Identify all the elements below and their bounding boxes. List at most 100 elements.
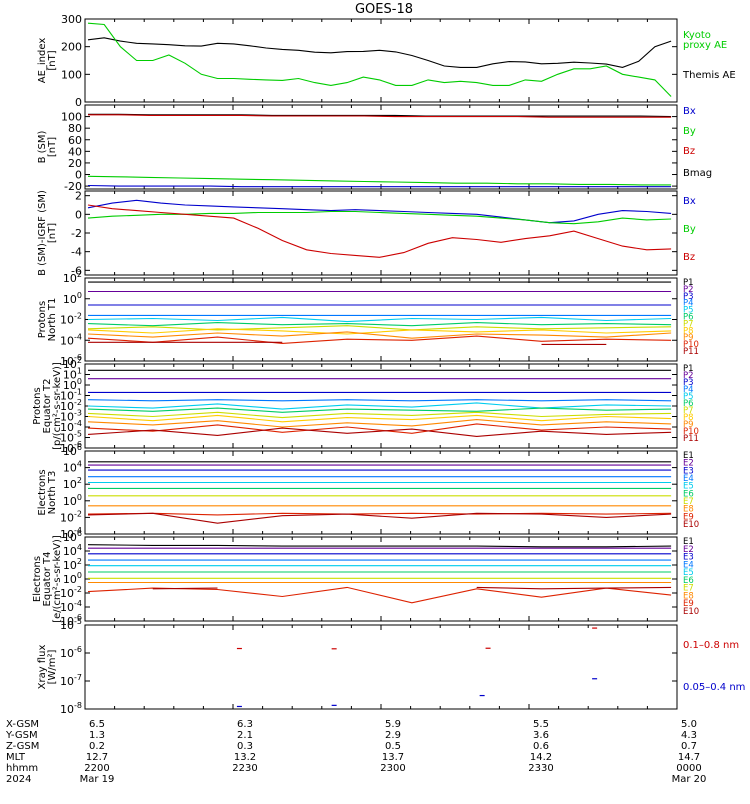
series-line-10: [87, 512, 672, 524]
tick-base: 10: [60, 703, 74, 716]
tick-exponent: -6: [74, 440, 82, 449]
y-tick-label: 0: [75, 96, 82, 109]
legend-entry: E10: [683, 520, 699, 530]
legend-entry: P2: [683, 371, 694, 381]
tick-base: 10: [60, 421, 74, 434]
series-line-1: [88, 113, 672, 118]
tick-base: 10: [63, 545, 77, 558]
tick-exponent: 6: [77, 443, 82, 452]
legend-entry: E2: [683, 545, 694, 555]
tick-exponent: -1: [74, 388, 82, 397]
legend-entry: E3: [683, 466, 694, 476]
series-line-10: [87, 335, 672, 344]
series-line-2: [87, 22, 672, 97]
legend-entry: P1: [683, 364, 694, 374]
legend-entry: P10: [683, 340, 699, 350]
legend-entry: P9: [683, 333, 694, 343]
y-axis-label: B (SM): [37, 130, 48, 163]
tick-base: 10: [63, 272, 77, 285]
y-tick-label: 101: [63, 367, 82, 382]
legend-entry: E9: [683, 512, 694, 522]
legend-entry: P5: [683, 392, 694, 402]
x-axis-row-label: Z-GSM: [6, 741, 39, 752]
y-axis-label: Electrons: [37, 469, 48, 515]
legend-entry: By: [683, 224, 696, 235]
x-axis-value: 2230: [232, 763, 257, 774]
legend-entry: E8: [683, 505, 694, 515]
legend-entry: E4: [683, 474, 694, 484]
x-axis-value: 2300: [380, 763, 405, 774]
y-tick-label: 100: [63, 291, 82, 306]
y-tick-label: 100: [61, 111, 82, 124]
y-tick-label: 10-2: [60, 585, 82, 600]
series-line-2: [88, 114, 672, 118]
legend-entry: P8: [683, 326, 694, 336]
tick-exponent: -7: [74, 673, 82, 682]
x-axis-value: 0.5: [385, 741, 401, 752]
x-axis-value: 13.2: [234, 752, 256, 763]
x-axis-value: 0.6: [533, 741, 549, 752]
legend-entry: E5: [683, 482, 694, 492]
tick-exponent: -2: [74, 585, 82, 594]
tick-base: 10: [60, 601, 74, 614]
legend-entry: P4: [683, 299, 694, 309]
y-axis-label: B (SM)-IGRF (SM): [37, 190, 48, 276]
tick-exponent: -4: [74, 526, 82, 535]
y-tick-label: -4: [71, 246, 82, 259]
tick-exponent: -4: [74, 419, 82, 428]
y-axis-label: [nT]: [47, 50, 58, 70]
legend-entry: P11: [683, 347, 699, 357]
y-tick-label: 300: [61, 13, 82, 26]
y-axis-label: Electrons: [32, 556, 43, 602]
tick-exponent: -5: [74, 430, 82, 439]
y-axis-label: Protons: [32, 387, 43, 424]
series-line-9: [87, 512, 672, 516]
legend-entry: E7: [683, 497, 694, 507]
legend-entry: P11: [683, 434, 699, 444]
y-tick-label: 100: [63, 571, 82, 586]
y-tick-label: 100: [63, 377, 82, 392]
series-line-3: [87, 204, 672, 258]
panel-frame: [84, 450, 678, 535]
legend-entry: E10: [683, 607, 699, 617]
x-axis-value: 5.9: [385, 719, 401, 730]
tick-base: 10: [60, 314, 74, 327]
y-axis-label: North T3: [47, 471, 58, 515]
series-line-11: [87, 427, 672, 437]
series-line-9: [87, 586, 672, 604]
y-axis-label: North T1: [47, 298, 58, 342]
y-tick-label: 102: [63, 476, 82, 491]
tick-exponent: -2: [74, 509, 82, 518]
tick-exponent: 4: [77, 460, 82, 469]
tick-exponent: 2: [77, 476, 82, 485]
x-axis-value: 0.3: [237, 741, 253, 752]
panel-frame: [84, 624, 678, 710]
tick-base: 10: [63, 495, 77, 508]
y-tick-label: 10-2: [60, 509, 82, 524]
legend-entry: P3: [683, 292, 694, 302]
x-axis-row-label: hhmm: [6, 763, 38, 774]
y-tick-label: 10-6: [60, 645, 82, 660]
x-axis-value: 3.6: [533, 730, 549, 741]
series-line-8: [87, 414, 672, 423]
series-line-10: [87, 423, 672, 434]
legend-entry: E8: [683, 591, 694, 601]
x-axis-value: 14.7: [678, 752, 700, 763]
legend-entry: P7: [683, 319, 694, 329]
y-tick-label: 10-4: [60, 599, 82, 614]
tick-exponent: 2: [77, 270, 82, 279]
series-line-4: [87, 399, 672, 402]
x-axis-value: 5.0: [681, 719, 697, 730]
x-axis-value: 2.1: [237, 730, 253, 741]
tick-base: 10: [63, 462, 77, 475]
series-line-7: [87, 411, 672, 419]
tick-exponent: 2: [77, 356, 82, 365]
legend-entry: P4: [683, 385, 694, 395]
